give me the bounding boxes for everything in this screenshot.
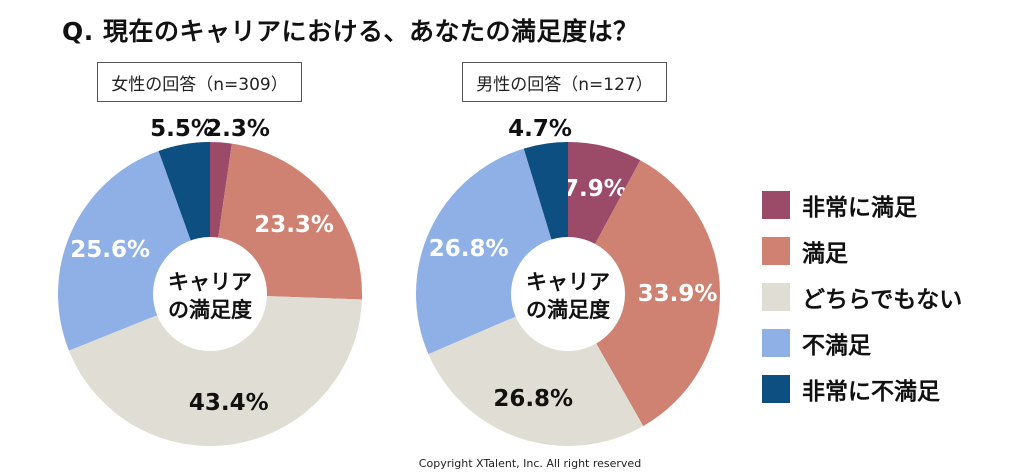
data-label: 7.9% bbox=[563, 176, 627, 202]
legend-swatch bbox=[762, 375, 790, 403]
legend-item: 非常に不満足 bbox=[762, 366, 962, 412]
legend: 非常に満足 満足 どちらでもない 不満足 非常に不満足 bbox=[762, 182, 962, 412]
legend-label: 満足 bbox=[802, 241, 848, 267]
legend-item: 非常に満足 bbox=[762, 182, 962, 228]
data-label: 25.6% bbox=[70, 237, 150, 263]
data-label: 26.8% bbox=[493, 386, 573, 412]
legend-swatch bbox=[762, 191, 790, 219]
chart-title: Q. 現在のキャリアにおける、あなたの満足度は？ bbox=[62, 17, 639, 46]
donut-slice bbox=[68, 294, 362, 446]
donut-slice bbox=[568, 160, 721, 427]
data-label: 4.7% bbox=[508, 116, 572, 142]
legend-swatch bbox=[762, 237, 790, 265]
legend-label: 非常に不満足 bbox=[802, 379, 940, 405]
legend-label: どちらでもない bbox=[802, 287, 963, 313]
data-label: 2.3% bbox=[206, 116, 270, 142]
center-label: の満足度 bbox=[526, 298, 610, 322]
legend-swatch bbox=[762, 283, 790, 311]
center-label: の満足度 bbox=[168, 298, 252, 322]
legend-item: どちらでもない bbox=[762, 274, 962, 320]
donut-hole bbox=[153, 237, 267, 351]
legend-swatch bbox=[762, 329, 790, 357]
center-label: キャリア bbox=[526, 270, 610, 294]
female-subtitle: 女性の回答（n=309） bbox=[97, 62, 302, 102]
data-label: 26.8% bbox=[429, 236, 509, 262]
data-label: 43.4% bbox=[189, 390, 269, 416]
data-label: 23.3% bbox=[254, 212, 334, 238]
legend-item: 不満足 bbox=[762, 320, 962, 366]
data-label: 5.5% bbox=[150, 116, 214, 142]
legend-item: 満足 bbox=[762, 228, 962, 274]
legend-label: 非常に満足 bbox=[802, 195, 917, 221]
center-label: キャリア bbox=[168, 270, 252, 294]
data-label: 33.9% bbox=[638, 281, 718, 307]
male-subtitle: 男性の回答（n=127） bbox=[462, 62, 667, 102]
donut-hole bbox=[511, 237, 625, 351]
legend-label: 不満足 bbox=[802, 333, 871, 359]
copyright: Copyright XTalent, Inc. All right reserv… bbox=[418, 457, 642, 470]
